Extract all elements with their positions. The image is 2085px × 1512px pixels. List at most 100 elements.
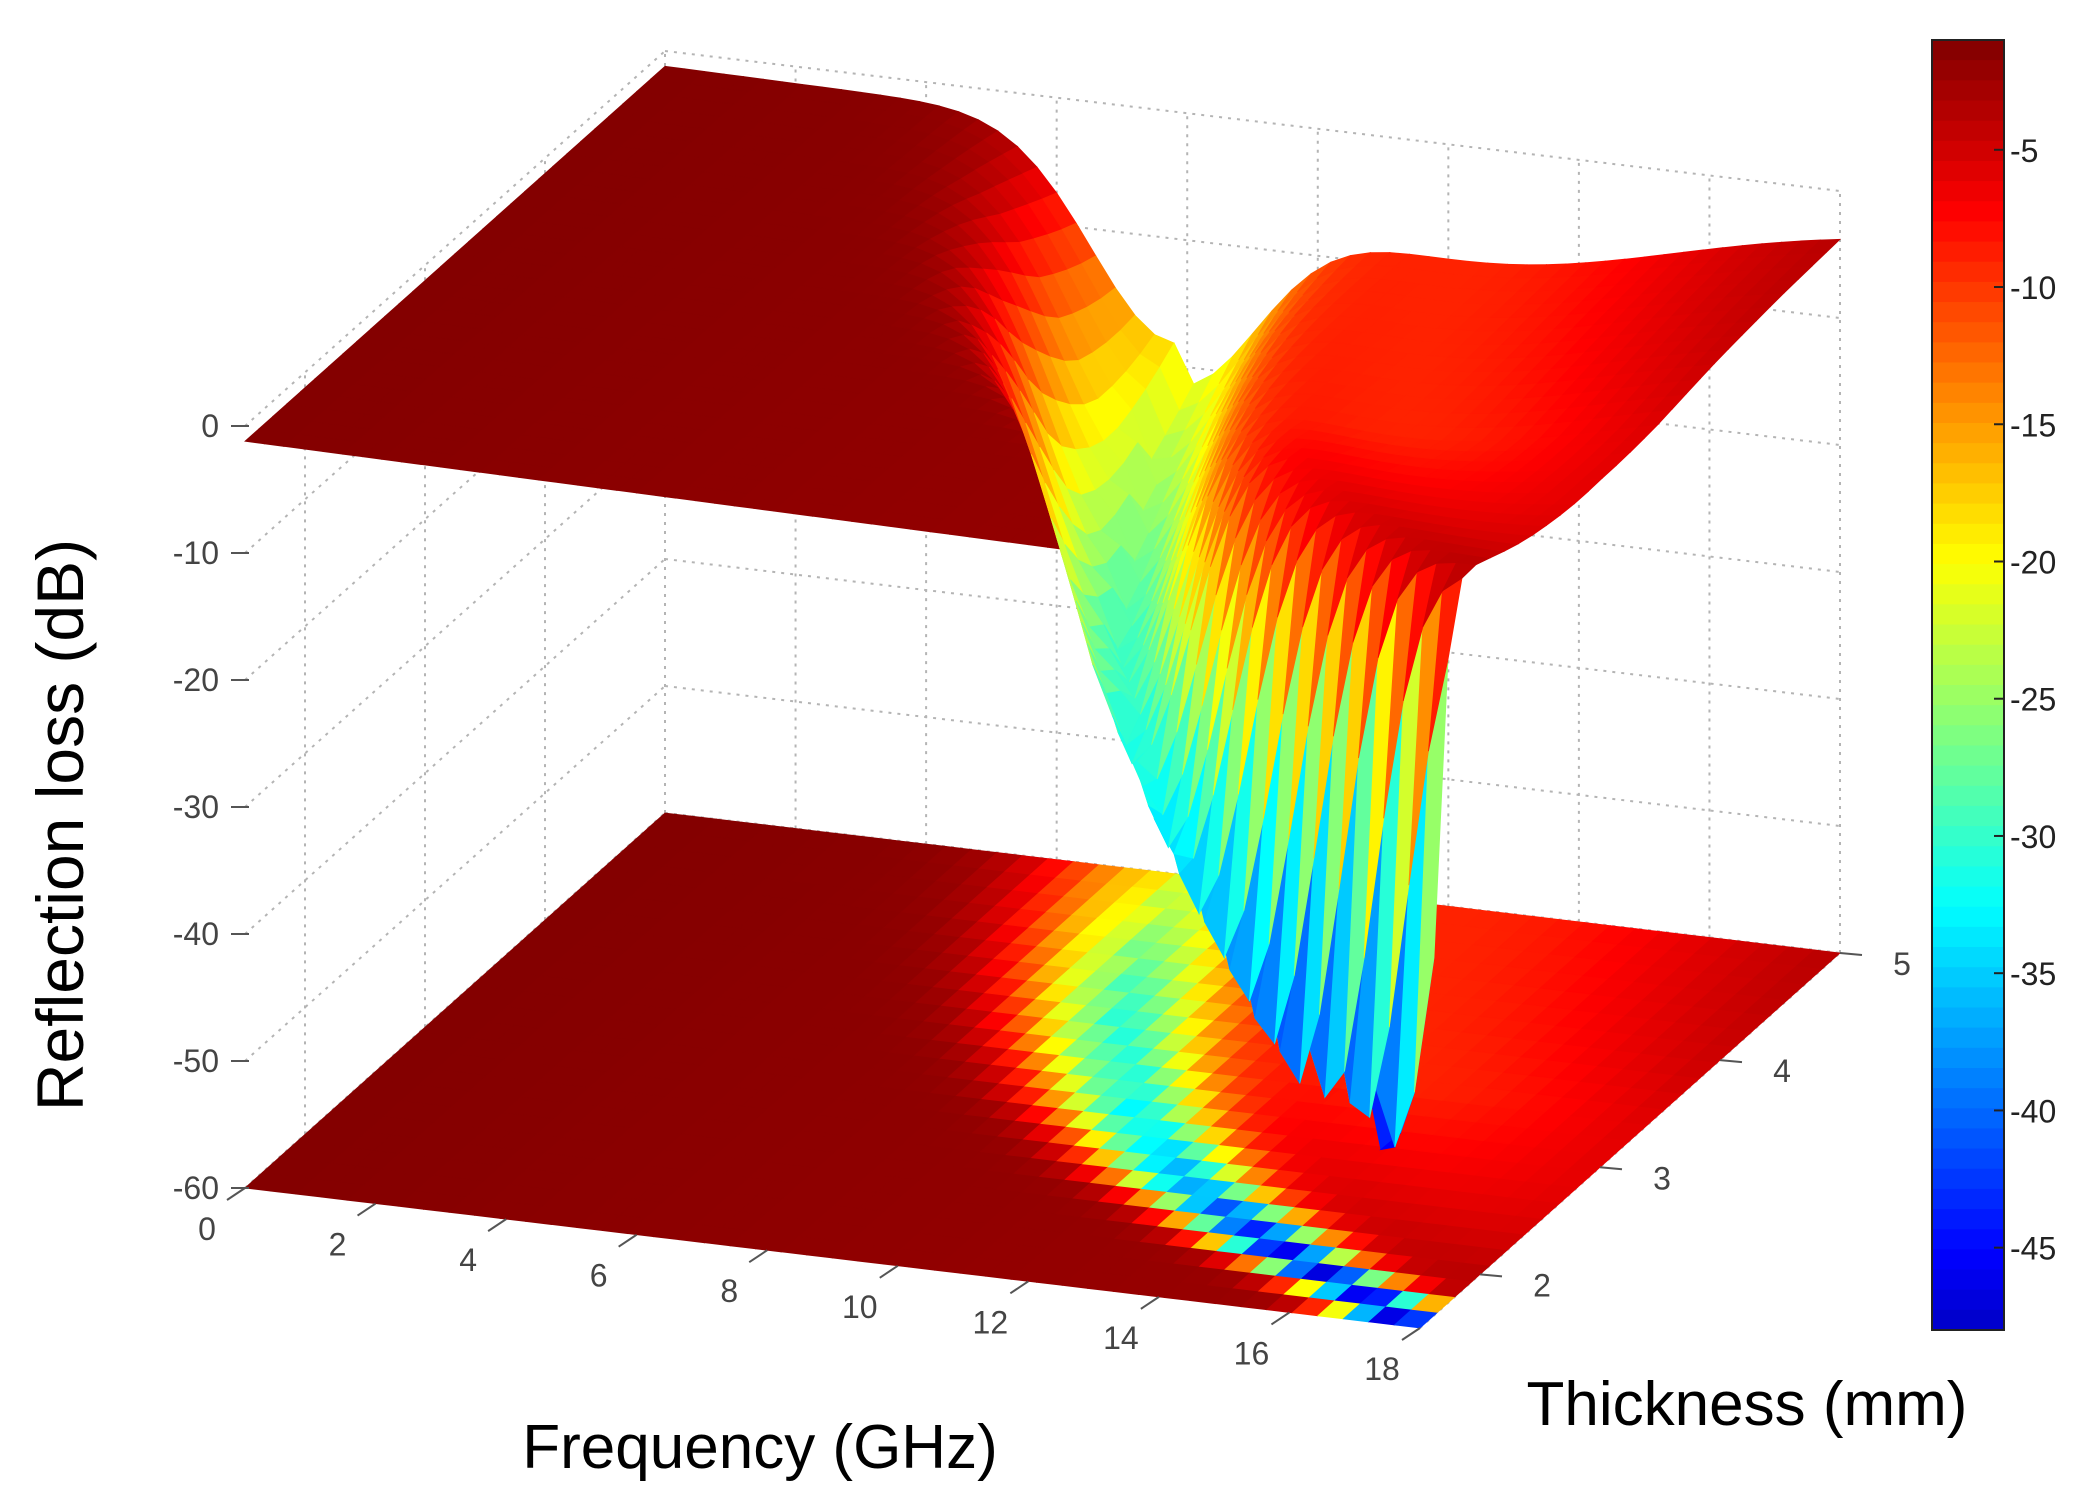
z-tick-label: -50 [173, 1043, 219, 1079]
z-tick-label: 0 [201, 408, 219, 444]
axes: 0 -10 -20 -30 -40 -50 -60 0 2 4 6 8 10 12 14 16 18 2 3 4 5 [173, 408, 1911, 1387]
colorbar-band [1932, 181, 2004, 203]
colorbar-band [1932, 362, 2004, 384]
x-tick-mark [226, 1187, 246, 1201]
colorbar-band [1932, 947, 2004, 968]
z-tick-label: -10 [173, 535, 219, 571]
colorbar-band [1932, 382, 2004, 404]
colorbar-band [1932, 402, 2004, 424]
colorbar-tick-label: -35 [2010, 956, 2056, 992]
x-tick-mark [487, 1218, 507, 1232]
colorbar-band [1932, 1168, 2004, 1190]
colorbar-band [1932, 302, 2004, 323]
colorbar-band [1932, 1047, 2004, 1069]
colorbar-tick-label: -30 [2010, 819, 2056, 855]
colorbar-band [1932, 100, 2004, 122]
colorbar-band [1932, 483, 2004, 505]
colorbar-band [1932, 624, 2004, 646]
grid-line [244, 558, 666, 935]
colorbar-band [1932, 826, 2004, 848]
colorbar-band [1932, 1148, 2004, 1170]
colorbar-band [1932, 1088, 2004, 1110]
z-tick-label: -20 [173, 662, 219, 698]
colorbar-tick-label: -15 [2010, 407, 2056, 443]
colorbar-tick-label: -45 [2010, 1231, 2056, 1267]
y-tick-mark [1719, 1059, 1743, 1064]
x-tick-label: 2 [329, 1227, 347, 1263]
colorbar-band [1932, 261, 2004, 283]
projected-contour-floor [244, 812, 1841, 1329]
colorbar-band [1932, 987, 2004, 1009]
colorbar-band [1932, 1128, 2004, 1150]
z-axis-title: Reflection loss (dB) [23, 539, 97, 1111]
colorbar-tick-label: -40 [2010, 1093, 2056, 1129]
x-tick-label: 0 [198, 1211, 216, 1247]
x-tick-label: 18 [1364, 1351, 1400, 1387]
x-tick-label: 8 [720, 1273, 738, 1309]
colorbar-band [1932, 564, 2004, 586]
colorbar-band [1932, 886, 2004, 908]
colorbar-band [1932, 1229, 2004, 1251]
colorbar-band [1932, 685, 2004, 706]
colorbar-band [1932, 1209, 2004, 1231]
colorbar-band [1932, 745, 2004, 767]
colorbar-band [1932, 644, 2004, 666]
x-tick-label: 4 [459, 1242, 477, 1278]
z-tick-label: -60 [173, 1170, 219, 1206]
y-tick-label: 2 [1533, 1267, 1551, 1303]
colorbar-band [1932, 523, 2004, 545]
x-tick-mark [1009, 1280, 1029, 1295]
colorbar-band [1932, 664, 2004, 686]
x-tick-label: 16 [1234, 1335, 1270, 1371]
colorbar-band [1932, 604, 2004, 626]
surface-cell [1805, 238, 1842, 254]
y-tick-label: 5 [1893, 946, 1911, 982]
colorbar-band [1932, 785, 2004, 807]
colorbar-band [1932, 281, 2004, 303]
z-tick-label: -40 [173, 916, 219, 952]
x-tick-label: 10 [842, 1289, 878, 1325]
x-tick-mark [618, 1233, 638, 1248]
colorbar-band [1932, 201, 2004, 223]
colorbar-band [1932, 221, 2004, 243]
z-tick-label: -30 [173, 789, 219, 825]
colorbar-band [1932, 1309, 2004, 1331]
colorbar-band [1932, 543, 2004, 565]
colorbar-band [1932, 1108, 2004, 1130]
colorbar-band [1932, 422, 2004, 444]
x-tick-label: 12 [973, 1304, 1009, 1340]
x-tick-mark [357, 1202, 377, 1217]
colorbar-band [1932, 322, 2004, 344]
grid-line [244, 50, 666, 427]
colorbar-band [1932, 120, 2004, 142]
x-axis-title: Frequency (GHz) [522, 1413, 997, 1482]
y-axis-title: Thickness (mm) [1527, 1370, 1968, 1439]
reflection-loss-surface [244, 65, 1842, 1151]
x-tick-label: 14 [1103, 1320, 1139, 1356]
y-tick-mark [1839, 952, 1863, 956]
colorbar-band [1932, 463, 2004, 485]
colorbar-band [1932, 80, 2004, 102]
colorbar-band [1932, 503, 2004, 525]
colorbar-band [1932, 443, 2004, 465]
y-tick-label: 3 [1653, 1160, 1671, 1196]
colorbar-band [1932, 60, 2004, 82]
y-tick-mark [1599, 1166, 1623, 1171]
x-tick-mark [1140, 1296, 1160, 1310]
colorbar-band [1932, 805, 2004, 827]
colorbar-tick-label: -20 [2010, 544, 2056, 580]
colorbar-tick-label: -10 [2010, 270, 2056, 306]
colorbar-band [1932, 1188, 2004, 1210]
colorbar-band [1932, 160, 2004, 182]
y-tick-mark [1479, 1273, 1503, 1278]
y-tick-label: 4 [1773, 1053, 1791, 1089]
colorbar: -5 -10 -15 -20 -25 -30 -35 -40 -45 [1931, 39, 2056, 1331]
colorbar-band [1932, 1027, 2004, 1049]
colorbar-band [1932, 342, 2004, 364]
colorbar-band [1932, 906, 2004, 928]
colorbar-tick-label: -5 [2010, 133, 2038, 169]
colorbar-band [1932, 1289, 2004, 1311]
x-tick-mark [1401, 1327, 1421, 1341]
colorbar-band [1932, 926, 2004, 948]
